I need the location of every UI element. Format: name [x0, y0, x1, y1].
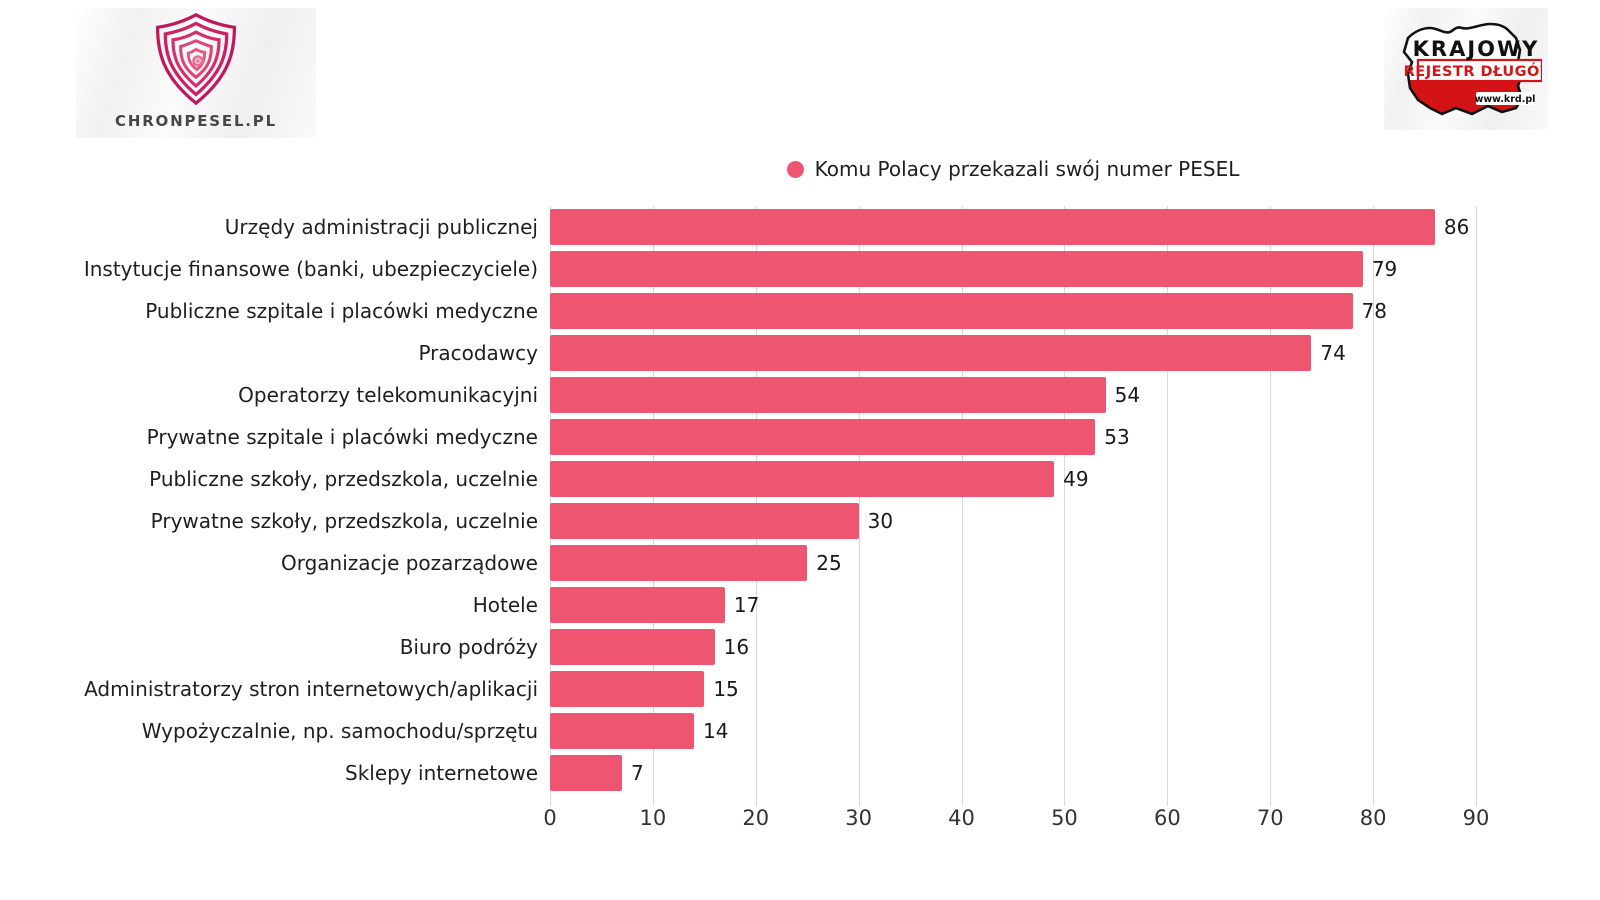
chronpesel-logo: CHRONPESEL.PL [76, 8, 316, 138]
category-label: Prywatne szpitale i placówki medyczne [146, 425, 538, 449]
gridline [1373, 206, 1375, 806]
bar-row: 74 [550, 335, 1346, 371]
bar [550, 293, 1353, 329]
bar-value-label: 14 [703, 719, 729, 743]
category-label: Instytucje finansowe (banki, ubezpieczyc… [83, 257, 538, 281]
x-tick-label: 90 [1462, 806, 1490, 830]
x-tick-label: 10 [639, 806, 667, 830]
bar [550, 251, 1363, 287]
bar-value-label: 54 [1114, 383, 1141, 407]
bar-row: 49 [550, 461, 1089, 497]
bar-row: 7 [550, 755, 644, 791]
bar-value-label: 30 [867, 509, 894, 533]
bar-value-label: 78 [1361, 299, 1387, 323]
bar-row: 79 [550, 251, 1397, 287]
category-label: Organizacje pozarządowe [280, 551, 538, 575]
bar-value-label: 74 [1320, 341, 1346, 365]
gridline [1476, 206, 1477, 806]
bar [550, 629, 715, 665]
x-tick-label: 40 [948, 806, 975, 830]
gridline [858, 206, 860, 806]
krd-title-text: KRAJOWY [1413, 37, 1540, 61]
bar-value-label: 17 [733, 593, 760, 617]
category-label: Pracodawcy [418, 341, 538, 365]
bar-value-label: 49 [1063, 467, 1089, 491]
x-tick-label: 60 [1153, 806, 1181, 830]
bar-row: 54 [550, 377, 1140, 413]
x-tick-label: 50 [1051, 806, 1078, 830]
bar-row: 25 [550, 545, 842, 581]
bar-value-label: 25 [816, 551, 842, 575]
legend: Komu Polacy przekazali swój numer PESEL [550, 155, 1476, 183]
x-axis: 0 10 20 30 40 50 60 70 80 90 [543, 806, 1489, 836]
bar [550, 419, 1096, 455]
bar-value-label: 15 [713, 677, 739, 701]
bar [550, 209, 1435, 245]
bar [550, 755, 623, 791]
gridline [1064, 206, 1066, 806]
krd-logo: REJESTR DŁUGÓW KRAJOWY www.krd.pl [1384, 8, 1548, 130]
category-label: Hotele [472, 593, 538, 617]
bar-chart: 86 79 78 74 54 53 49 30 25 17 16 15 14 7 [550, 206, 1477, 806]
bar-value-label: 86 [1443, 215, 1470, 239]
bar [550, 503, 859, 539]
bar [550, 335, 1312, 371]
bar-row: 16 [550, 629, 749, 665]
gridline [1270, 206, 1272, 806]
x-tick-label: 20 [742, 806, 770, 830]
bar-value-label: 53 [1104, 425, 1130, 449]
bar-row: 17 [550, 587, 759, 623]
category-label: Operatorzy telekomunikacyjni [238, 383, 538, 407]
bar [550, 713, 695, 749]
krd-url-text: www.krd.pl [1475, 94, 1536, 105]
bar [550, 461, 1055, 497]
legend-marker-icon [786, 160, 804, 178]
bar-row: 14 [550, 713, 728, 749]
category-label: Sklepy internetowe [345, 761, 538, 785]
category-label: Publiczne szkoły, przedszkola, uczelnie [149, 467, 538, 491]
gridline [961, 206, 963, 806]
x-tick-label: 0 [543, 806, 557, 830]
fingerprint-shield-icon [155, 12, 237, 106]
category-label: Wypożyczalnie, np. samochodu/sprzętu [141, 719, 538, 743]
bar-value-label: 16 [723, 635, 750, 659]
bar [550, 545, 808, 581]
x-tick-label: 70 [1256, 806, 1284, 830]
category-label: Urzędy administracji publicznej [224, 215, 538, 239]
category-label: Publiczne szpitale i placówki medyczne [145, 299, 538, 323]
bar-row: 86 [550, 209, 1469, 245]
bar-row: 15 [550, 671, 739, 707]
poland-map-icon: REJESTR DŁUGÓW KRAJOWY www.krd.pl [1402, 22, 1542, 116]
bar-row: 30 [550, 503, 893, 539]
x-tick-label: 30 [845, 806, 873, 830]
category-labels: Urzędy administracji publicznej Instytucj… [0, 206, 538, 802]
bar-row: 78 [550, 293, 1387, 329]
bar-row: 53 [550, 419, 1130, 455]
chronpesel-brand-text: CHRONPESEL.PL [115, 112, 277, 130]
bar-value-label: 7 [631, 761, 644, 785]
category-label: Prywatne szkoły, przedszkola, uczelnie [150, 509, 538, 533]
legend-label: Komu Polacy przekazali swój numer PESEL [814, 157, 1240, 181]
category-label: Administratorzy stron internetowych/apli… [84, 677, 538, 701]
bar [550, 671, 705, 707]
category-label: Biuro podróży [399, 635, 538, 659]
x-tick-label: 80 [1359, 806, 1387, 830]
bar [550, 377, 1106, 413]
bar [550, 587, 725, 623]
gridline [1167, 206, 1169, 806]
krd-band-text: REJESTR DŁUGÓW [1404, 62, 1542, 80]
bar-value-label: 79 [1371, 257, 1398, 281]
